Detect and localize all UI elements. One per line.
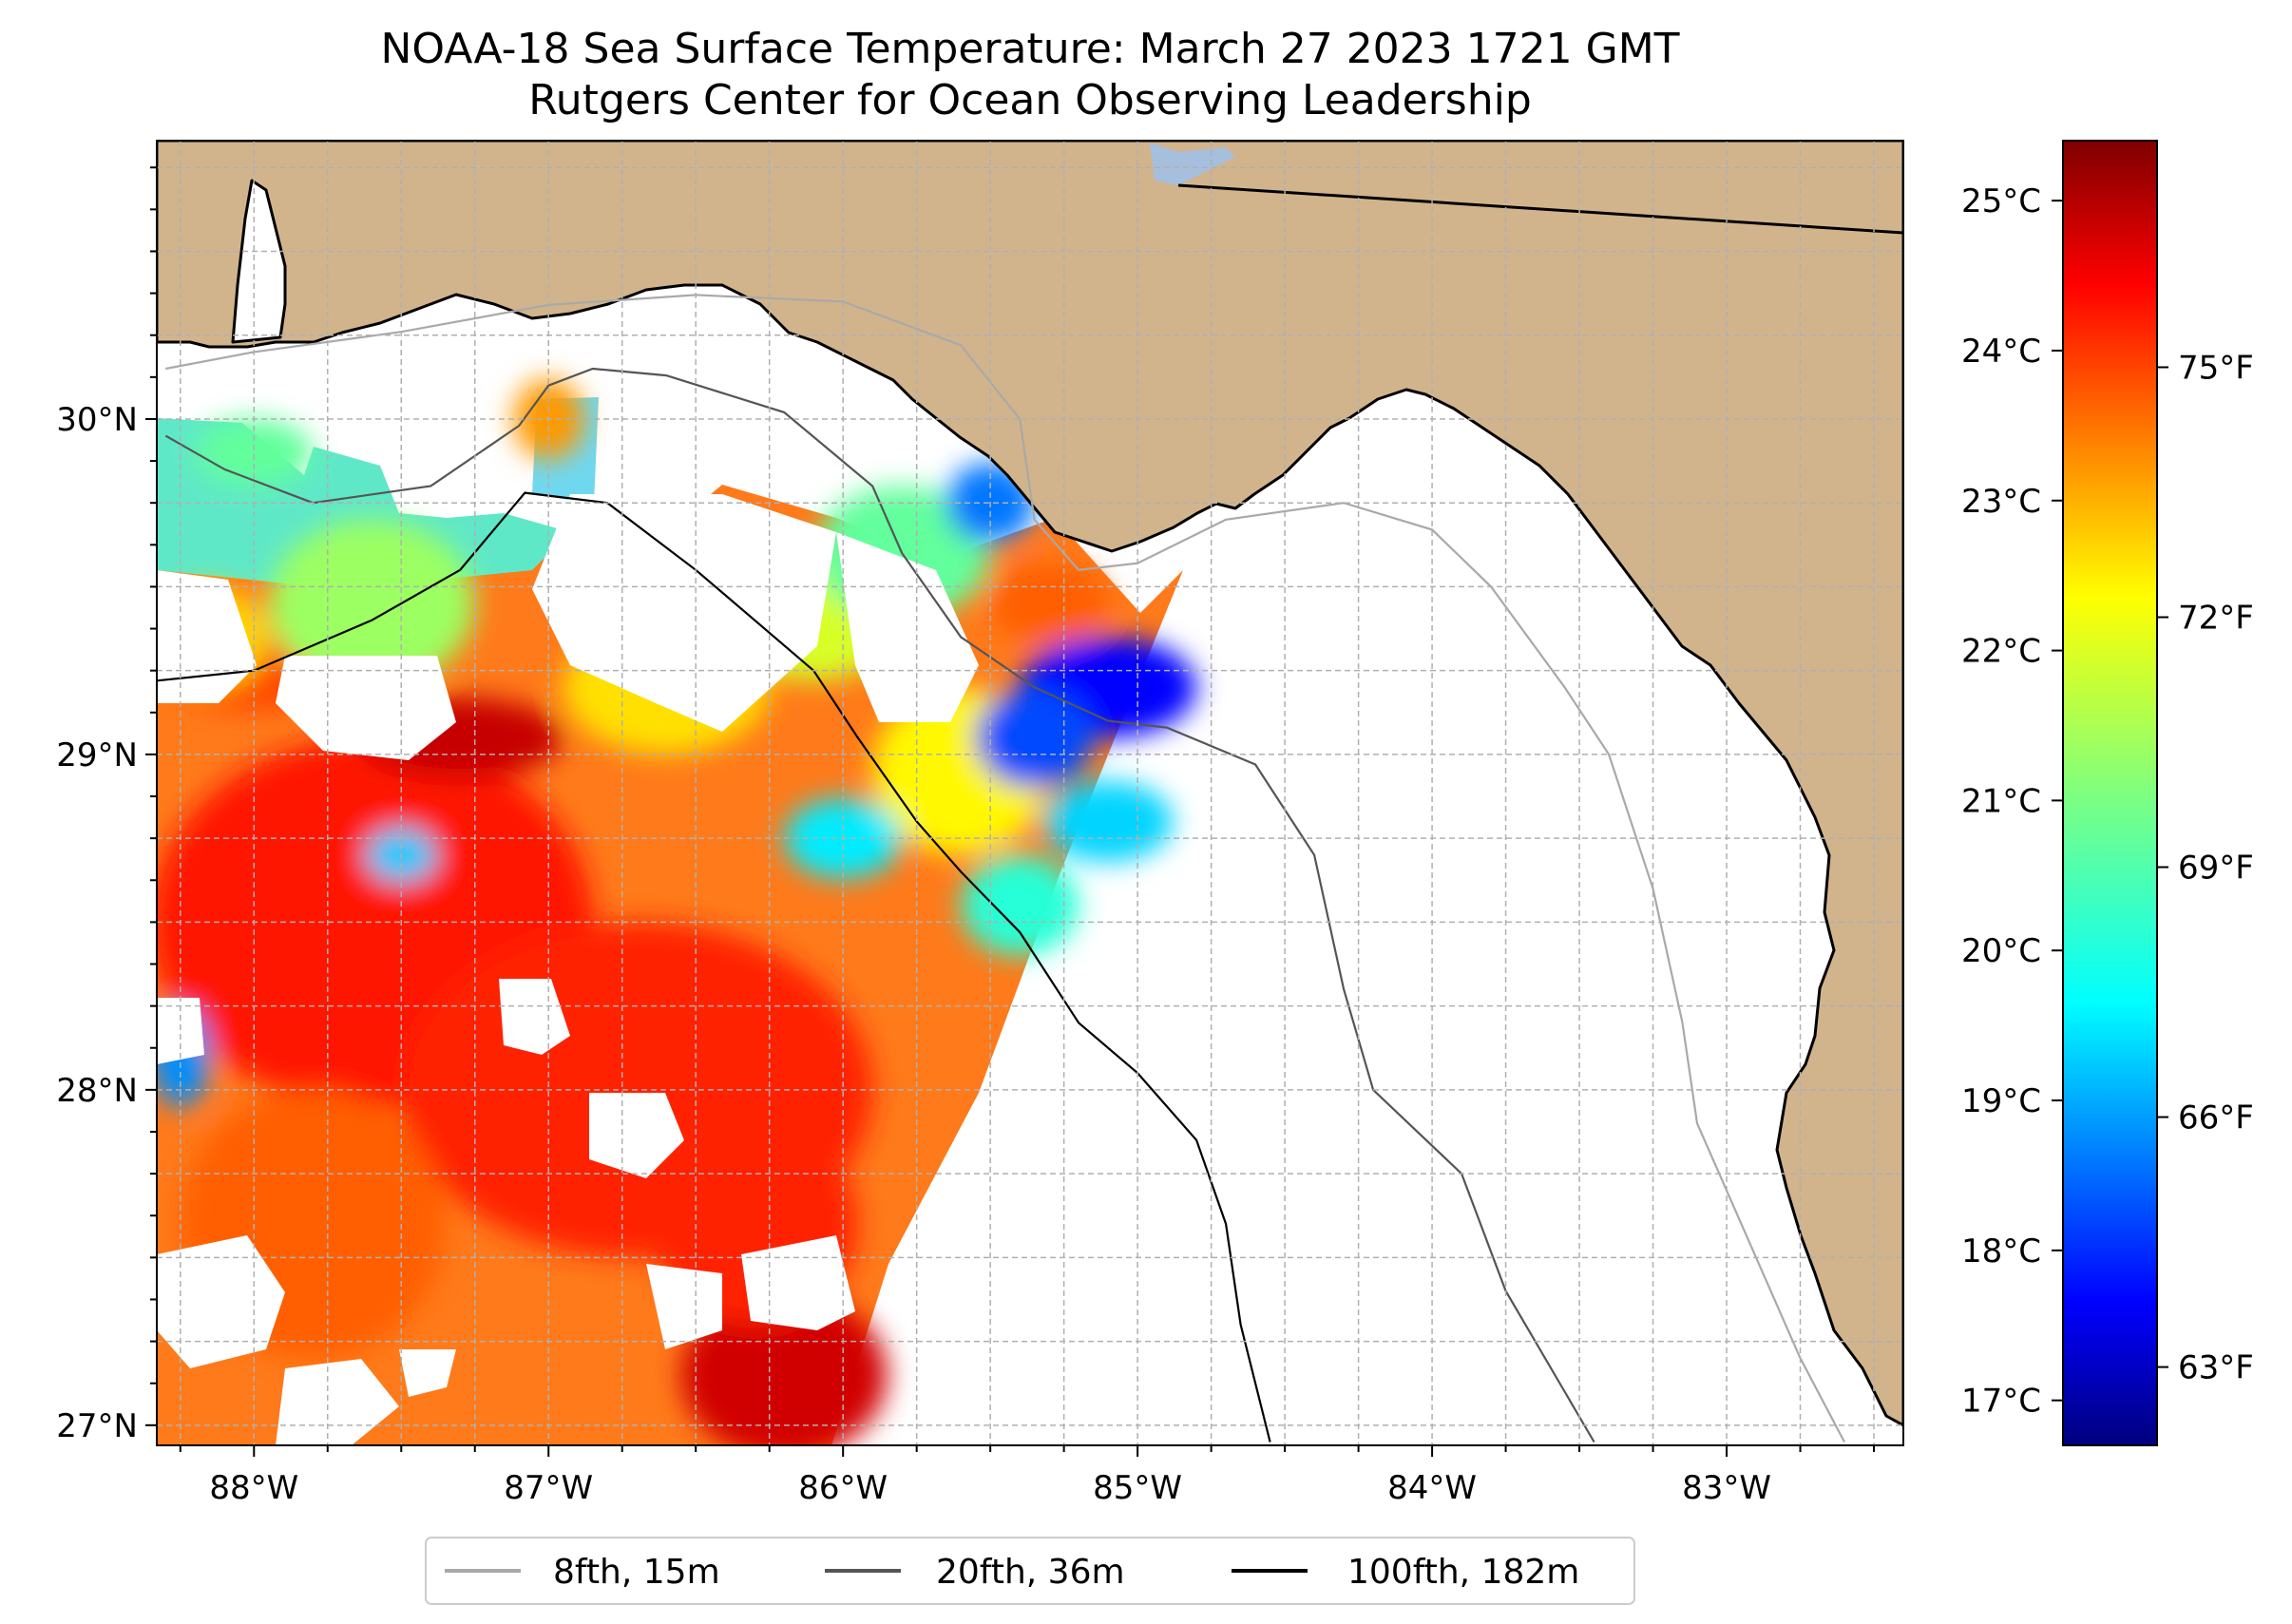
- lake: [1150, 143, 1235, 185]
- colorbar-celsius-label: 21°C: [1961, 782, 2041, 820]
- sst-blob: [975, 687, 1094, 789]
- legend-label-20fth: 20fth, 36m: [936, 1553, 1125, 1592]
- sst-blob: [680, 1290, 888, 1445]
- x-tick-label: 84°W: [1387, 1469, 1477, 1507]
- land: [157, 141, 1903, 1427]
- y-tick-label: 27°N: [56, 1407, 138, 1445]
- y-tick-label: 28°N: [56, 1072, 138, 1110]
- land-bay-notch: [231, 179, 287, 344]
- sst-blob: [268, 519, 475, 688]
- map-title: NOAA-18 Sea Surface Temperature: March 2…: [380, 25, 1679, 73]
- y-tick-label: 30°N: [56, 401, 138, 439]
- colorbar-celsius-label: 23°C: [1961, 483, 2041, 521]
- x-axis-ticks: 88°W 87°W 86°W 85°W 84°W 83°W: [179, 1445, 1876, 1507]
- x-tick-label: 83°W: [1682, 1469, 1771, 1507]
- colorbar-celsius-label: 24°C: [1961, 333, 2041, 371]
- colorbar-gradient: [2062, 140, 2158, 1446]
- sst-blob: [961, 854, 1079, 956]
- colorbar-fahrenheit-label: 69°F: [2178, 850, 2254, 888]
- map-frame: [156, 140, 1904, 1446]
- colorbar-fahrenheit-label: 75°F: [2178, 349, 2254, 387]
- legend-label-8fth: 8fth, 15m: [553, 1553, 720, 1592]
- isobath-line: [157, 491, 1271, 1442]
- colorbar-fahrenheit-label: 72°F: [2178, 600, 2254, 638]
- sst-blob: [990, 563, 1109, 644]
- legend-box: [425, 1537, 1635, 1605]
- legend-label-100fth: 100fth, 182m: [1347, 1553, 1579, 1592]
- state-border: [1177, 183, 1903, 235]
- legend: 8fth, 15m 20fth, 36m 100fth, 182m: [425, 1537, 1635, 1605]
- colorbar-fahrenheit-label: 63°F: [2178, 1349, 2254, 1387]
- isobath-line: [165, 294, 1845, 1443]
- colorbar-celsius-label: 19°C: [1961, 1082, 2041, 1120]
- colorbar-celsius-ticks: 17°C 18°C 19°C 20°C 21°C 22°C 23°C 24°C 25°C: [1961, 182, 2063, 1421]
- colorbar-celsius-label: 18°C: [1961, 1232, 2041, 1271]
- x-tick-label: 87°W: [504, 1469, 593, 1507]
- map-axes: [157, 141, 1903, 1445]
- colorbar-celsius-label: 25°C: [1961, 182, 2041, 220]
- colorbar: 17°C 18°C 19°C 20°C 21°C 22°C 23°C 24°C 25°C 63°…: [1961, 140, 2254, 1446]
- land-northern-coast: [157, 141, 1903, 1427]
- map-gridlines: [157, 141, 1903, 1445]
- colorbar-celsius-label: 20°C: [1961, 932, 2041, 970]
- y-axis-ticks: 27°N 28°N 29°N 30°N: [56, 166, 157, 1445]
- colorbar-fahrenheit-ticks: 63°F 66°F 69°F 72°F 75°F: [2157, 349, 2254, 1387]
- cloud-gaps: [157, 494, 979, 1445]
- x-tick-label: 88°W: [209, 1469, 298, 1507]
- isobath-line: [164, 367, 1595, 1443]
- sst-blob: [1042, 781, 1174, 862]
- x-tick-label: 85°W: [1093, 1469, 1182, 1507]
- x-tick-label: 86°W: [798, 1469, 888, 1507]
- colorbar-celsius-label: 17°C: [1961, 1383, 2041, 1421]
- map-subtitle: Rutgers Center for Ocean Observing Leade…: [528, 76, 1532, 124]
- colorbar-fahrenheit-label: 66°F: [2178, 1099, 2254, 1137]
- colorbar-celsius-label: 22°C: [1961, 633, 2041, 671]
- y-tick-label: 29°N: [56, 736, 138, 774]
- isobath-lines: [157, 294, 1845, 1443]
